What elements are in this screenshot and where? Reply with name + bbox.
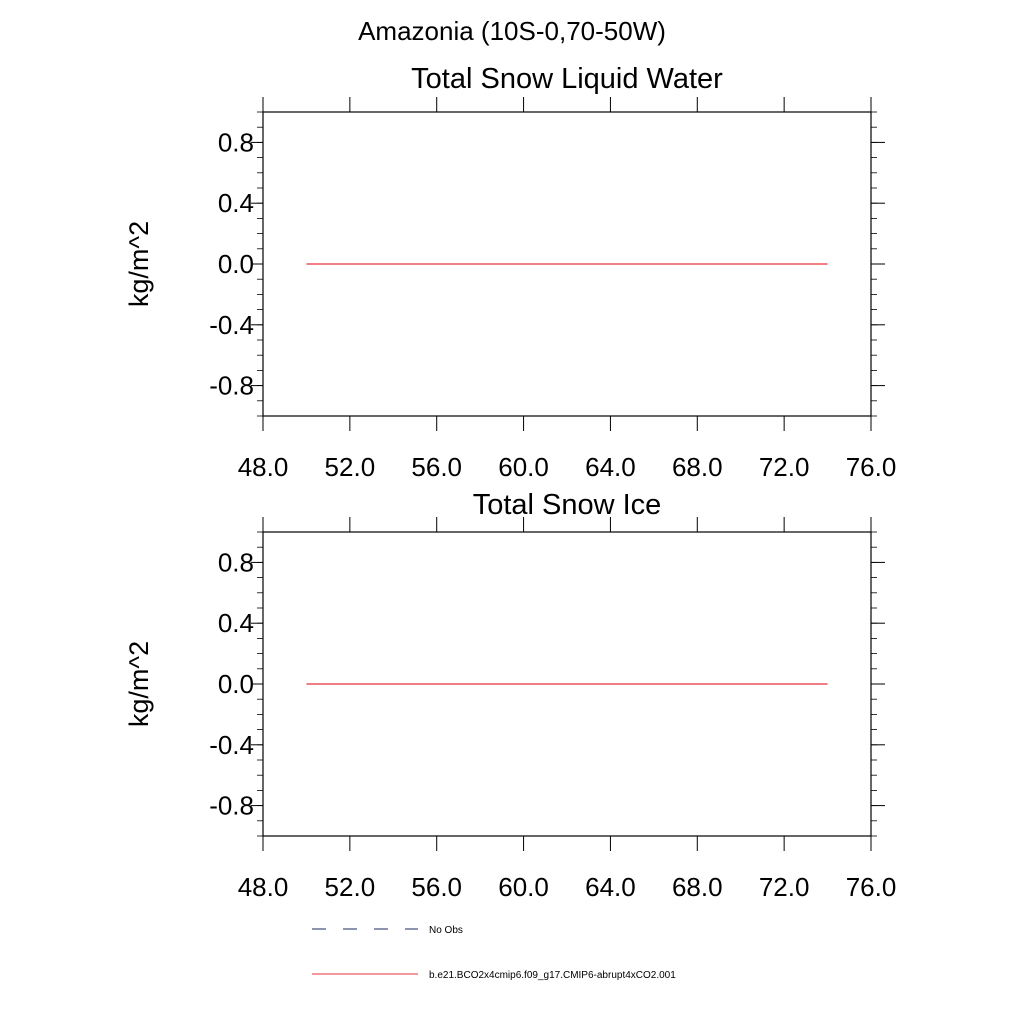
panel1-x-tick-label: 56.0 [411, 452, 462, 482]
panel2-x-tick-label: 76.0 [846, 872, 897, 902]
panel1-x-tick-label: 72.0 [759, 452, 810, 482]
panel1-y-tick-label: -0.8 [209, 371, 254, 401]
panel2-y-tick-label: 0.4 [218, 608, 254, 638]
panel1-y-tick-label: -0.4 [209, 310, 254, 340]
panel2-x-tick-label: 64.0 [585, 872, 636, 902]
panel1-x-tick-label: 60.0 [498, 452, 549, 482]
panel2-x-tick-label: 68.0 [672, 872, 723, 902]
panel2-x-tick-label: 72.0 [759, 872, 810, 902]
panel2-x-tick-label: 52.0 [325, 872, 376, 902]
legend-label-1: No Obs [429, 925, 463, 936]
panel2-y-tick-label: 0.0 [218, 669, 254, 699]
figure-title: Amazonia (10S-0,70-50W) [358, 16, 666, 46]
panel2-y-axis-title: kg/m^2 [124, 641, 154, 727]
panel2-x-tick-label: 56.0 [411, 872, 462, 902]
panel2-title: Total Snow Ice [473, 489, 662, 521]
panel2-y-tick-label: 0.8 [218, 547, 254, 577]
panel2-x-tick-label: 60.0 [498, 872, 549, 902]
panel2-x-tick-label: 48.0 [238, 872, 289, 902]
panel1-y-tick-label: 0.8 [218, 127, 254, 157]
panel1-x-tick-label: 48.0 [238, 452, 289, 482]
panel1-y-tick-label: 0.0 [218, 249, 254, 279]
panel1-x-tick-label: 76.0 [846, 452, 897, 482]
panel2-y-tick-label: -0.4 [209, 730, 254, 760]
panel1-x-tick-label: 64.0 [585, 452, 636, 482]
panel1-x-tick-label: 52.0 [325, 452, 376, 482]
panel2-y-tick-label: -0.8 [209, 791, 254, 821]
panel1-y-axis-title: kg/m^2 [124, 221, 154, 307]
panel1-title: Total Snow Liquid Water [411, 63, 723, 95]
panel1-y-tick-label: 0.4 [218, 188, 254, 218]
panel1-x-tick-label: 68.0 [672, 452, 723, 482]
legend-label-2: b.e21.BCO2x4cmip6.f09_g17.CMIP6-abrupt4x… [429, 970, 676, 981]
